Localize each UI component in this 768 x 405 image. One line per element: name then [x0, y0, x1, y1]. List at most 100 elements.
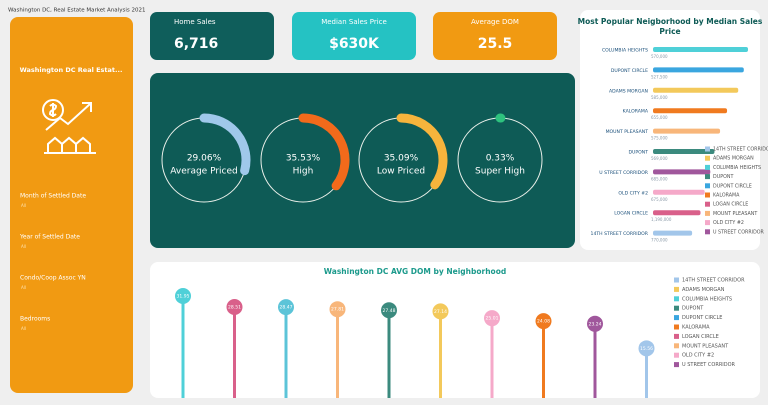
bar — [653, 87, 739, 93]
gauge-value: 29.06% — [187, 154, 222, 164]
legend-swatch — [705, 183, 710, 189]
bar-price-label: 770,000 — [651, 238, 668, 243]
legend-swatch — [705, 146, 710, 152]
legend-label: 14TH STREET CORRIDOR — [713, 147, 768, 153]
bar-price-label: 575,000 — [651, 136, 668, 141]
bar-category: LOGAN CIRCLE — [614, 211, 648, 217]
bar-category: MOUNT PLEASANT — [606, 129, 649, 135]
filter-value: All — [21, 244, 26, 249]
legend-label: LOGAN CIRCLE — [682, 334, 719, 340]
sidebar-icon — [42, 99, 96, 154]
lollipop-value: 15.56 — [640, 346, 653, 352]
bar-price-label: 569,000 — [651, 156, 668, 161]
bar — [653, 189, 705, 195]
legend-label: 14TH STREET CORRIDOR — [682, 278, 745, 284]
legend-swatch — [705, 229, 710, 235]
filter-value: All — [21, 285, 26, 290]
lollipop-head — [484, 310, 500, 327]
lollipop-head — [381, 302, 397, 319]
legend-swatch — [705, 210, 710, 216]
sidebar-title: Washington DC Real Estat... — [20, 66, 123, 74]
legend-label: DUPONT CIRCLE — [713, 183, 752, 189]
legend-swatch — [705, 164, 710, 170]
legend-label: U STREET CORRIDOR — [713, 229, 765, 235]
legend-label: KALORAMA — [713, 193, 740, 199]
kpi-value: 25.5 — [478, 36, 513, 52]
lollipop-value: 23.24 — [589, 321, 602, 327]
legend-label: LOGAN CIRCLE — [713, 202, 748, 208]
kpi-card — [150, 12, 274, 60]
legend-label: ADAMS MORGAN — [713, 156, 754, 162]
lollipop-head — [638, 340, 655, 357]
kpi-label: Home Sales — [174, 18, 216, 26]
gauge-label: Low Priced — [377, 167, 425, 177]
gauge-label: High — [293, 167, 314, 177]
sidebar — [10, 17, 133, 393]
legend-label: DUPONT — [713, 174, 733, 180]
legend-label: COLUMBIA HEIGHTS — [682, 296, 732, 302]
legend-swatch — [674, 333, 679, 339]
lollipop-head — [175, 288, 191, 304]
bar — [653, 47, 748, 52]
filter-label: Condo/Coop Assoc YN — [20, 275, 86, 282]
legend-swatch — [674, 277, 679, 283]
legend-label: DUPONT CIRCLE — [682, 315, 722, 321]
bar-category: OLD CITY #2 — [618, 190, 648, 196]
filter-label: Year of Settled Date — [19, 234, 80, 241]
legend-swatch — [674, 352, 679, 358]
bar-price-label: 655,000 — [651, 115, 668, 120]
kpi-value: $630K — [329, 36, 380, 52]
lollipop-value: 25.01 — [486, 316, 499, 322]
legend-label: ADAMS MORGAN — [682, 287, 725, 293]
lollipop-head — [226, 298, 243, 315]
bar-chart-title: Most Popular Neigborhood by Median Sales… — [578, 17, 763, 36]
bar — [653, 169, 711, 175]
legend-swatch — [674, 362, 679, 368]
bar-price-label: 570,000 — [651, 54, 668, 59]
gauge-value: 35.09% — [384, 154, 419, 164]
legend-label: OLD CITY #2 — [713, 220, 744, 226]
legend-label: MOUNT PLEASANT — [682, 343, 729, 349]
legend-swatch — [674, 343, 679, 349]
gauge-arc — [199, 113, 251, 176]
lollipop-chart-title: Washington DC AVG DOM by Neighborhood — [324, 267, 506, 276]
bar-category: ADAMS MORGAN — [609, 88, 648, 94]
gauge-value: 35.53% — [286, 154, 321, 164]
lollipop-value: 27.81 — [331, 307, 344, 313]
bar-price-label: 685,000 — [651, 176, 668, 181]
bar — [653, 210, 701, 216]
lollipop-head — [535, 313, 552, 330]
lollipop-panel — [150, 262, 760, 398]
bar-category: KALORAMA — [623, 109, 649, 115]
legend-swatch — [705, 174, 710, 180]
legend-swatch — [674, 315, 679, 321]
legend-label: COLUMBIA HEIGHTS — [713, 165, 761, 171]
bar — [653, 67, 744, 73]
legend-swatch — [705, 201, 710, 207]
legend-swatch — [705, 220, 710, 226]
lollipop-head — [432, 303, 449, 320]
filter-label: Bedrooms — [20, 316, 50, 323]
bar — [653, 108, 728, 114]
filter-label: Month of Settled Date — [20, 193, 86, 200]
lollipop-value: 28.51 — [228, 304, 241, 310]
legend-swatch — [705, 155, 710, 161]
bar — [653, 128, 721, 134]
legend-label: DUPONT — [682, 306, 704, 312]
bar-category: U STREET CORRIDOR — [599, 170, 649, 176]
legend-swatch — [674, 286, 679, 292]
legend-swatch — [674, 296, 679, 302]
gauge-arc — [298, 113, 350, 191]
legend-label: U STREET CORRIDOR — [682, 362, 736, 368]
lollipop-value: 31.95 — [177, 294, 190, 300]
legend-swatch — [674, 324, 679, 330]
bar-price-label: 1,190,000 — [651, 217, 672, 222]
page-title: Washington DC, Real Estate Market Analys… — [8, 8, 145, 14]
legend-label: KALORAMA — [682, 325, 710, 331]
kpi-label: Average DOM — [471, 18, 519, 26]
lollipop-value: 27.48 — [383, 308, 396, 314]
bar-category: COLUMBIA HEIGHTS — [602, 48, 648, 54]
lollipop-value: 28.47 — [280, 305, 293, 311]
bar-category: DUPONT CIRCLE — [611, 68, 648, 74]
bar — [653, 149, 715, 154]
